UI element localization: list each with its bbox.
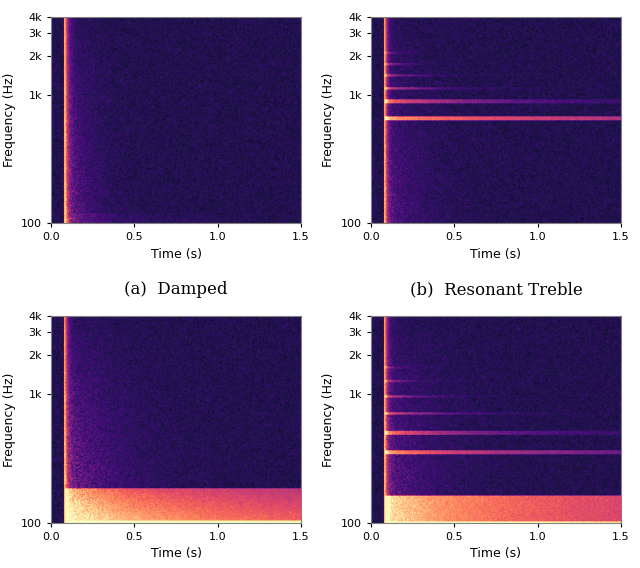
X-axis label: Time (s): Time (s) bbox=[470, 248, 522, 261]
Y-axis label: Frequency (Hz): Frequency (Hz) bbox=[3, 372, 15, 466]
X-axis label: Time (s): Time (s) bbox=[470, 547, 522, 560]
Text: (b)  Resonant Treble: (b) Resonant Treble bbox=[410, 281, 582, 298]
Y-axis label: Frequency (Hz): Frequency (Hz) bbox=[3, 73, 15, 168]
X-axis label: Time (s): Time (s) bbox=[150, 248, 202, 261]
Y-axis label: Frequency (Hz): Frequency (Hz) bbox=[323, 372, 335, 466]
X-axis label: Time (s): Time (s) bbox=[150, 547, 202, 560]
Y-axis label: Frequency (Hz): Frequency (Hz) bbox=[323, 73, 335, 168]
Text: (a)  Damped: (a) Damped bbox=[124, 281, 228, 298]
